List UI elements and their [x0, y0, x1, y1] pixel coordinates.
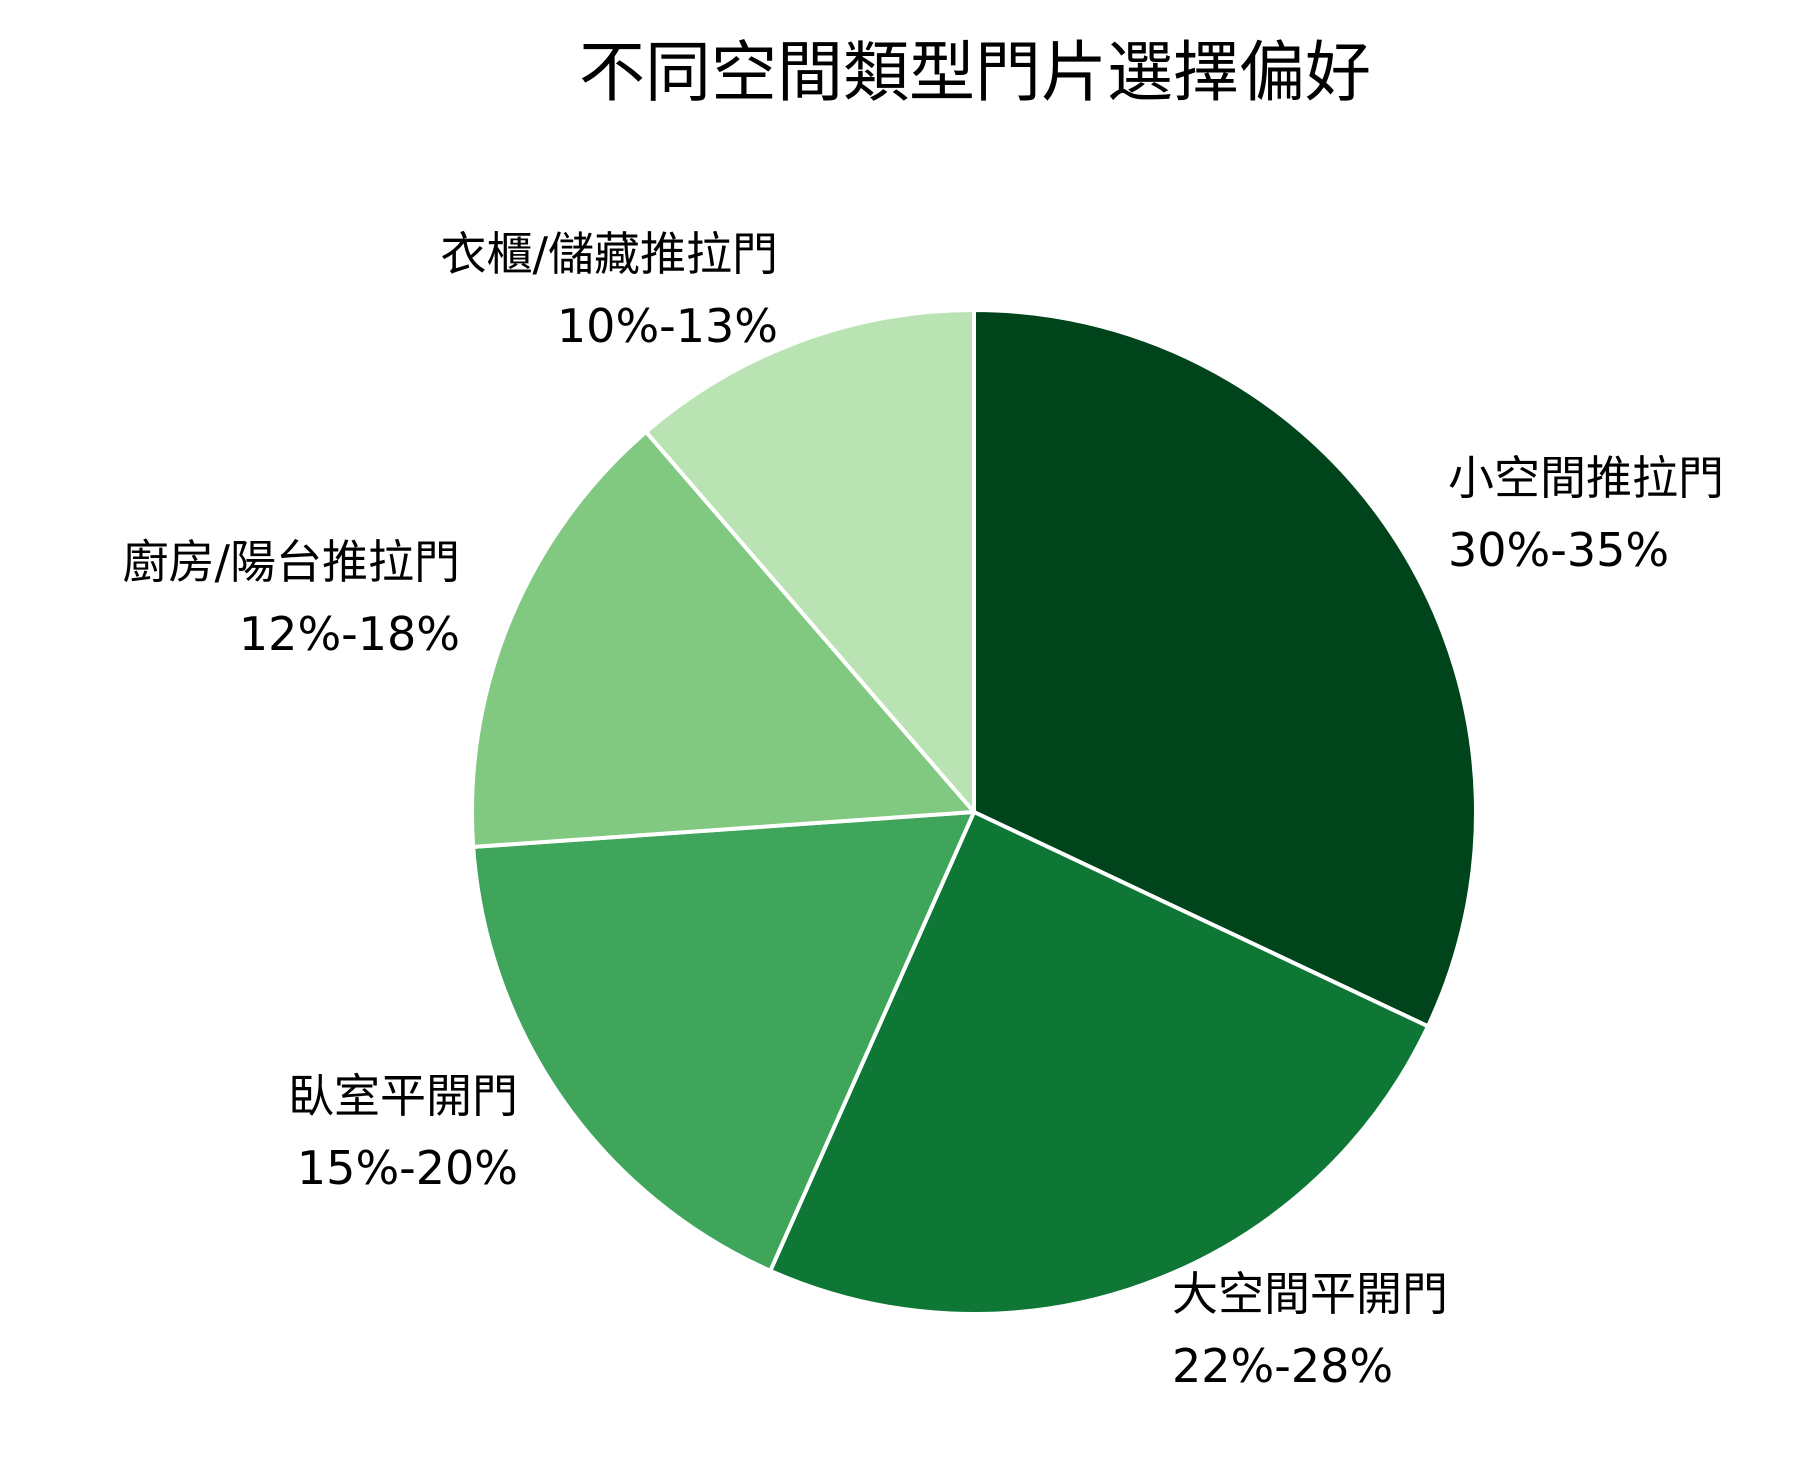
slice-label: 衣櫃/儲藏推拉門: [441, 227, 779, 281]
slice-range-label: 30%-35%: [1448, 523, 1669, 577]
slice-range-label: 15%-20%: [297, 1141, 518, 1195]
pie-slices: [470, 308, 1478, 1316]
slice-range-label: 10%-13%: [557, 299, 778, 353]
pie-slice: [470, 429, 976, 849]
slice-label: 廚房/陽台推拉門: [123, 535, 461, 589]
pie-slice: [471, 810, 976, 1273]
chart-title: 不同空間類型門片選擇偏好: [579, 34, 1371, 111]
pie-slice: [768, 810, 1430, 1316]
pie-slice: [972, 308, 1478, 1029]
pie-labels: 小空間推拉門 30%-35% 大空間平開門 22%-28% 臥室平開門 15%-20% 廚房…: [123, 227, 1725, 1393]
pie-slice: [644, 308, 976, 814]
slice-label: 小空間推拉門: [1448, 451, 1724, 505]
slice-label: 大空間平開門: [1172, 1267, 1448, 1321]
slice-range-label: 12%-18%: [239, 607, 460, 661]
slice-range-label: 22%-28%: [1172, 1339, 1393, 1393]
slice-label: 臥室平開門: [288, 1069, 518, 1123]
